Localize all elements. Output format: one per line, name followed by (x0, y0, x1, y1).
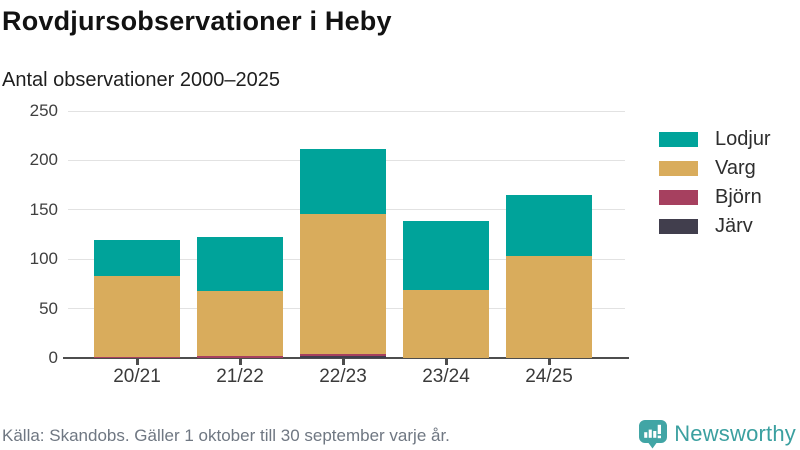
x-tick (445, 359, 448, 365)
page-title: Rovdjursobservationer i Heby (2, 6, 392, 36)
bar-20-21 (94, 240, 180, 358)
bar-segment-lodjur (300, 148, 386, 214)
y-axis: 0 50 100 150 200 250 (0, 101, 58, 367)
y-tick-label: 0 (48, 348, 58, 367)
bar-segment-lodjur (94, 240, 180, 276)
bar-22-23 (300, 148, 386, 358)
x-tick-label: 23/24 (422, 366, 470, 387)
legend-label: Lodjur (715, 127, 771, 150)
bar-24-25 (506, 195, 592, 358)
legend-label: Järv (715, 214, 753, 237)
bar-segment-varg (403, 289, 489, 358)
x-axis-labels: 20/21 21/22 22/23 23/24 24/25 (68, 366, 625, 390)
legend-item-lodjur: Lodjur (659, 128, 771, 150)
x-tick-label: 24/25 (525, 366, 573, 387)
y-tick-label: 250 (29, 101, 58, 120)
legend-item-björn: Björn (659, 186, 771, 208)
bar-segment-björn (197, 356, 283, 358)
y-tick-label: 50 (39, 298, 58, 318)
x-tick (239, 359, 242, 365)
bar-segment-varg (506, 256, 592, 358)
legend-swatch-lodjur (659, 131, 698, 147)
chart-legend: Lodjur Varg Björn Järv (659, 128, 771, 247)
legend-item-varg: Varg (659, 157, 771, 179)
chart-plot-area (63, 110, 629, 365)
chart-subtitle: Antal observationer 2000–2025 (2, 69, 280, 91)
legend-swatch-varg (659, 160, 698, 176)
x-tick (342, 359, 345, 365)
x-tick-label: 20/21 (113, 366, 161, 387)
x-tick-label: 22/23 (319, 366, 367, 387)
source-note: Källa: Skandobs. Gäller 1 oktober till 3… (2, 426, 450, 445)
x-tick (548, 359, 551, 365)
newsworthy-logo[interactable]: Newsworthy (639, 419, 796, 449)
bar-segment-lodjur (506, 195, 592, 257)
bar-23-24 (403, 220, 489, 358)
bar-segment-varg (300, 213, 386, 355)
bar-segment-varg (94, 276, 180, 358)
legend-label: Björn (715, 185, 762, 208)
newsworthy-wordmark: Newsworthy (674, 421, 796, 446)
legend-label: Varg (715, 156, 756, 179)
legend-item-järv: Järv (659, 215, 771, 237)
bar-segment-varg (197, 290, 283, 357)
bar-segment-björn (94, 357, 180, 358)
bar-21-22 (197, 237, 283, 358)
y-tick-label: 200 (29, 150, 58, 170)
bar-segment-björn (300, 354, 386, 357)
gridline (68, 110, 625, 112)
newsworthy-icon (639, 419, 668, 448)
x-tick-label: 21/22 (216, 366, 264, 387)
x-tick (136, 359, 139, 365)
bar-segment-järv (300, 356, 386, 358)
y-tick-label: 150 (29, 199, 58, 219)
legend-swatch-björn (659, 189, 698, 205)
bar-segment-lodjur (403, 220, 489, 290)
legend-swatch-järv (659, 218, 698, 234)
y-tick-label: 100 (29, 249, 58, 269)
bar-segment-lodjur (197, 237, 283, 291)
